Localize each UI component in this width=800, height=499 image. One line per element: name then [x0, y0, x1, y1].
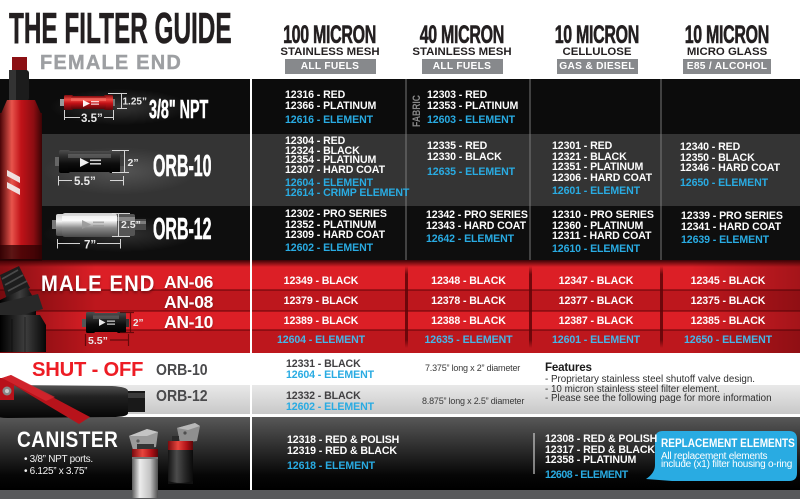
svg-text:7”: 7”: [84, 240, 96, 252]
svg-text:5.5”: 5.5”: [74, 176, 96, 188]
svg-text:2”: 2”: [128, 157, 139, 169]
svg-text:1.25”: 1.25”: [123, 97, 147, 108]
svg-text:2.5”: 2.5”: [121, 219, 141, 231]
svg-text:3.5”: 3.5”: [81, 113, 103, 125]
svg-text:5.5”: 5.5”: [88, 335, 108, 347]
svg-text:2”: 2”: [133, 318, 144, 329]
